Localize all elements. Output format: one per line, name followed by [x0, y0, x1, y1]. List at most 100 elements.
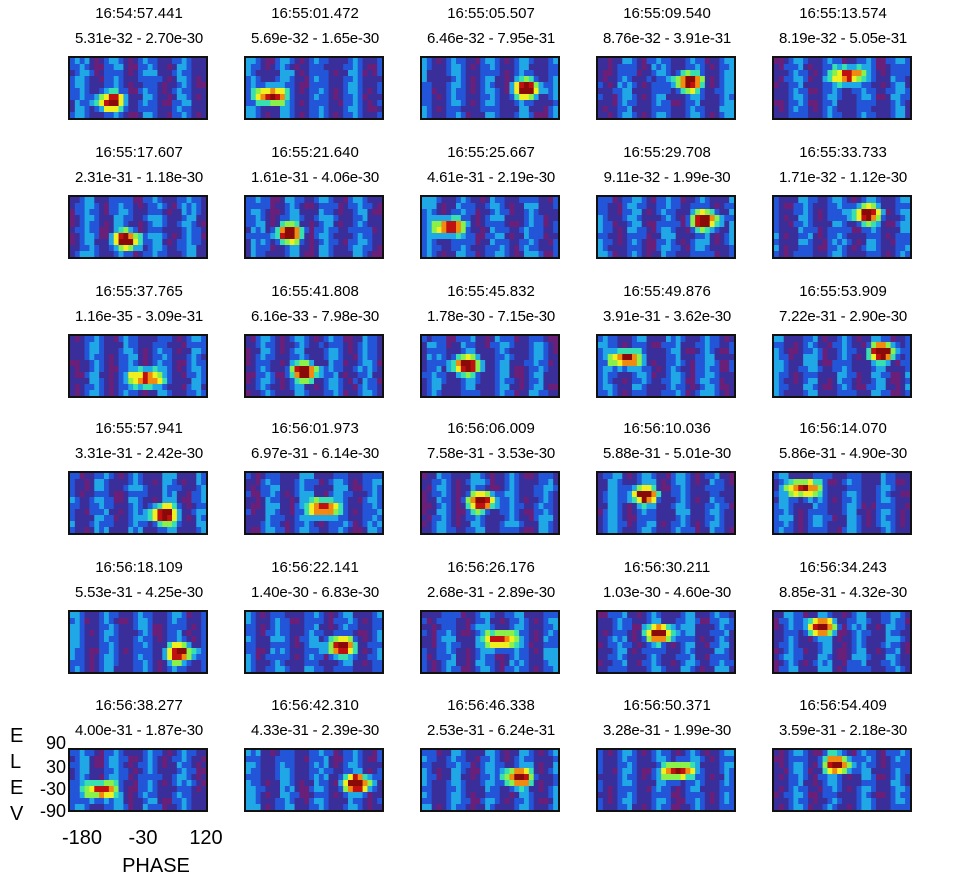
heatmap-cell — [817, 342, 823, 349]
heatmap-cell — [846, 209, 853, 216]
heatmap-cell — [719, 251, 725, 257]
heatmap-cell — [533, 82, 539, 89]
heatmap-cell — [172, 473, 178, 480]
heatmap-cell — [548, 366, 554, 373]
heatmap-cell — [641, 70, 647, 77]
heatmap-cell — [436, 336, 442, 343]
heatmap-cell — [314, 354, 320, 361]
heatmap-cell — [138, 76, 144, 83]
heatmap-cell — [79, 58, 85, 65]
heatmap-cell — [328, 227, 334, 234]
heatmap-cell — [196, 76, 202, 83]
heatmap-cell — [670, 342, 677, 349]
heatmap-cell — [538, 227, 544, 234]
heatmap-cell — [617, 233, 623, 240]
heatmap-cell — [142, 348, 149, 355]
heatmap-cell — [367, 64, 373, 71]
heatmap-cell — [607, 70, 613, 77]
heatmap-cell — [656, 360, 662, 367]
heatmap-cell — [856, 221, 862, 228]
heatmap-cell — [294, 354, 300, 361]
heatmap-cell — [724, 360, 730, 367]
heatmap-cell — [817, 197, 823, 204]
heatmap-cell — [632, 203, 638, 210]
heatmap-cell — [504, 233, 510, 240]
heatmap-cell — [729, 390, 734, 396]
panel-range: 1.16e-35 - 3.09e-31 — [75, 308, 203, 325]
heatmap-cell — [548, 64, 554, 71]
heatmap-cell — [362, 366, 368, 373]
heatmap-cell — [343, 106, 349, 113]
heatmap-cell — [661, 245, 667, 252]
heatmap-cell — [246, 94, 252, 101]
heatmap-cell — [167, 390, 173, 396]
heatmap-cell — [328, 239, 334, 246]
heatmap-cell — [612, 336, 618, 343]
heatmap-cell — [709, 372, 715, 379]
heatmap-cell — [309, 70, 315, 77]
heatmap-cell — [201, 70, 206, 77]
heatmap-cell — [104, 94, 110, 101]
heatmap-cell — [343, 366, 349, 373]
heatmap-cell — [656, 82, 662, 89]
heatmap-cell — [133, 390, 139, 396]
heatmap-cell — [318, 58, 325, 65]
heatmap-cell — [299, 491, 305, 498]
heatmap-cell — [714, 354, 720, 361]
heatmap-cell — [441, 233, 447, 240]
heatmap-cell — [426, 366, 433, 373]
heatmap-cell — [661, 342, 667, 349]
heatmap-cell — [695, 360, 701, 367]
heatmap-cell — [661, 354, 667, 361]
heatmap-cell — [808, 88, 814, 95]
heatmap-cell — [201, 384, 206, 391]
heatmap-cell — [656, 336, 662, 343]
heatmap-cell — [304, 94, 310, 101]
heatmap-cell — [709, 94, 715, 101]
heatmap-cell — [280, 215, 286, 222]
heatmap-cell — [422, 485, 428, 492]
heatmap-cell — [876, 366, 882, 373]
heatmap-cell — [598, 82, 604, 89]
heatmap-cell — [871, 239, 877, 246]
heatmap-cell — [880, 233, 887, 240]
heatmap-cell — [524, 239, 530, 246]
heatmap-cell — [632, 378, 638, 385]
heatmap-cell — [333, 527, 339, 533]
heatmap-cell — [260, 203, 266, 210]
heatmap-cell — [661, 251, 667, 257]
heatmap-cell — [299, 503, 305, 510]
heatmap-cell — [783, 251, 789, 257]
heatmap-cell — [612, 348, 618, 355]
heatmap-cell — [509, 203, 515, 210]
heatmap-cell — [827, 82, 833, 89]
heatmap-cell — [661, 70, 667, 77]
heatmap-cell — [499, 70, 505, 77]
heatmap-cell — [724, 197, 730, 204]
heatmap-cell — [196, 94, 202, 101]
heatmap-cell — [729, 76, 734, 83]
heatmap-cell — [318, 515, 325, 522]
heatmap-cell — [812, 215, 819, 222]
heatmap-cell — [275, 366, 281, 373]
heatmap-cell — [314, 503, 320, 510]
heatmap-cell — [856, 106, 862, 113]
heatmap-cell — [167, 515, 173, 522]
heatmap-cell — [729, 366, 734, 373]
heatmap-cell — [451, 503, 457, 510]
heatmap-cell — [323, 509, 329, 516]
heatmap-cell — [685, 100, 691, 107]
heatmap-cell — [851, 342, 857, 349]
heatmap-cell — [548, 491, 554, 498]
heatmap-cell — [162, 233, 168, 240]
heatmap-cell — [885, 106, 891, 113]
heatmap-cell — [861, 360, 867, 367]
heatmap-cell — [294, 503, 300, 510]
heatmap-cell — [265, 106, 271, 113]
heatmap-cell — [123, 221, 129, 228]
heatmap-cell — [255, 479, 261, 486]
heatmap-cell — [480, 251, 486, 257]
heatmap-cell — [246, 336, 252, 343]
heatmap-cell — [451, 221, 457, 228]
heatmap-cell — [675, 209, 681, 216]
